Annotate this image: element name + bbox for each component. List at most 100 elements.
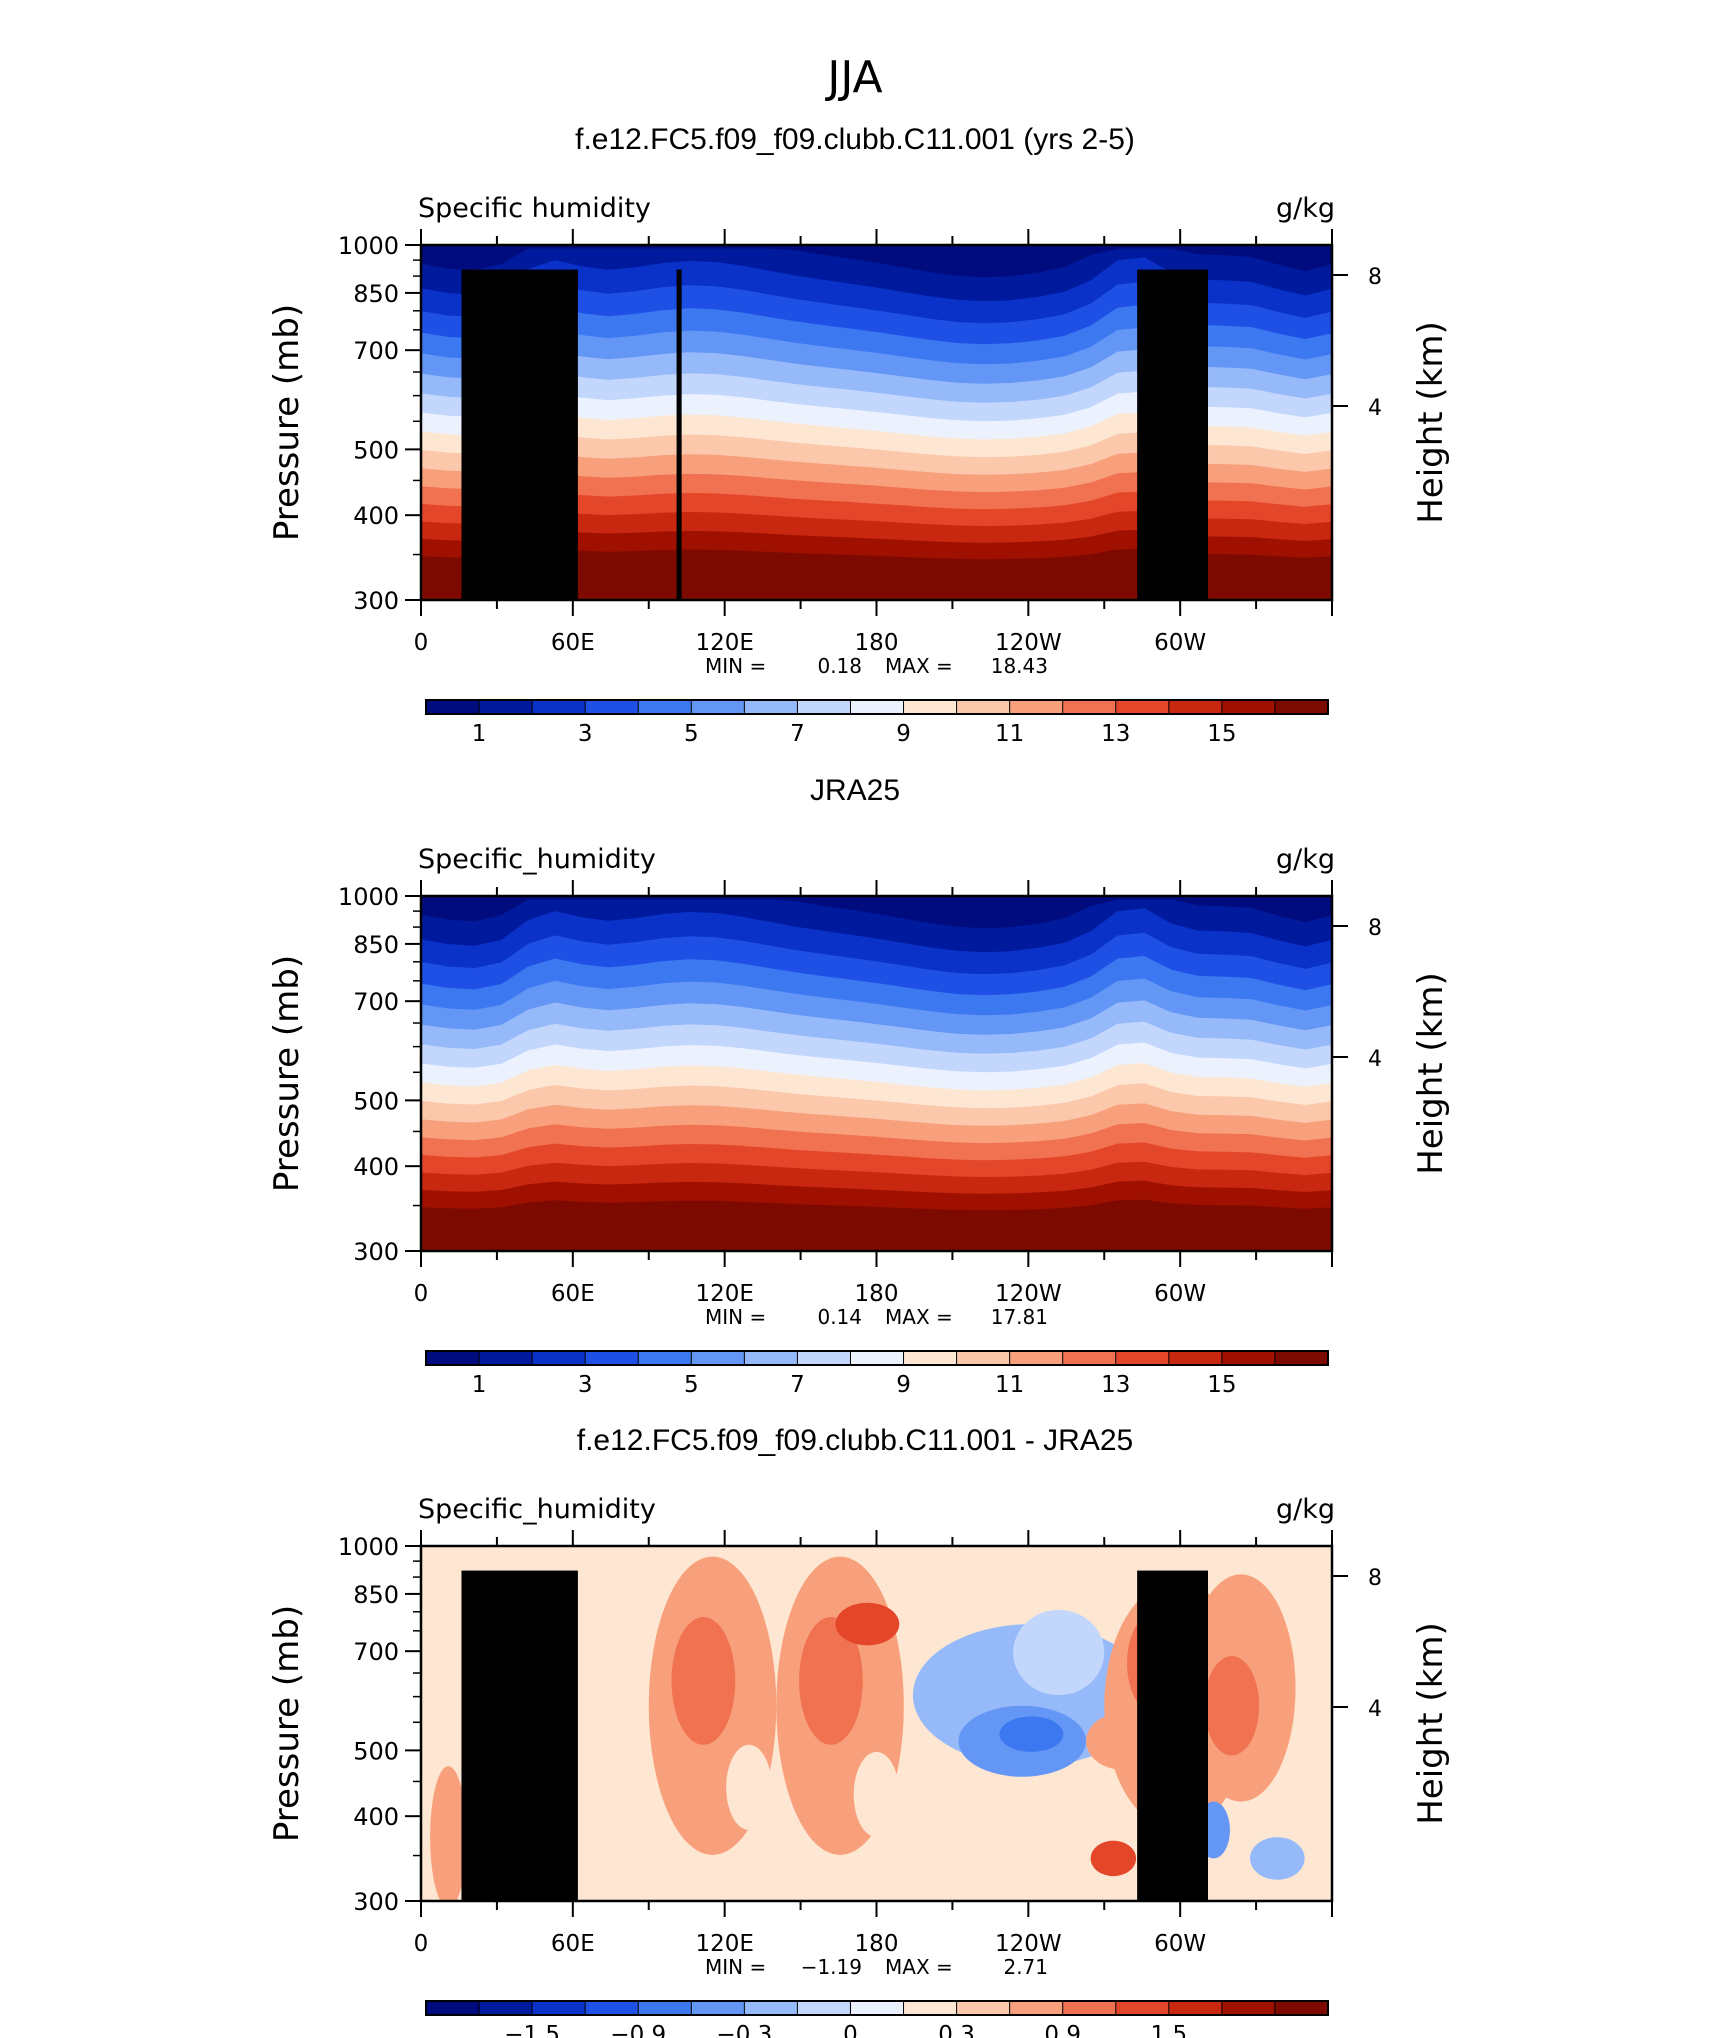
y-axis-title: Pressure (mb) <box>267 955 307 1192</box>
y-tick-label: 700 <box>353 1638 399 1666</box>
colorbar-box <box>531 1350 587 1366</box>
colorbar-frame <box>425 699 1329 715</box>
colorbar-label: 0 <box>843 2022 858 2038</box>
colorbar-box <box>1274 699 1329 715</box>
colorbar-label: 1.5 <box>1151 2022 1188 2038</box>
colorbar-box <box>1115 2000 1170 2016</box>
colorbar-box <box>637 1350 693 1366</box>
y-tick-label: 1000 <box>338 1533 399 1561</box>
colorbar-label: 9 <box>896 1372 911 1398</box>
x-tick-label: 180 <box>855 1931 899 1957</box>
max-value: 18.43 <box>991 654 1048 678</box>
height-tick-label: 4 <box>1368 1697 1382 1722</box>
contour-patch <box>671 1617 736 1745</box>
x-tick-label: 120E <box>695 1931 753 1957</box>
variable-label: Specific_humidity <box>418 1494 656 1525</box>
colorbar-label: −0.3 <box>716 2022 772 2038</box>
x-tick-label: 120W <box>995 630 1062 656</box>
contour-band <box>421 1199 1332 1251</box>
panel-title: f.e12.FC5.f09_f09.clubb.C11.001 - JRA25 <box>577 1424 1133 1457</box>
colorbar-label: 0.9 <box>1044 2022 1081 2038</box>
colorbar-box <box>796 699 852 715</box>
contour-patch <box>726 1744 772 1830</box>
panel-title: f.e12.FC5.f09_f09.clubb.C11.001 (yrs 2-5… <box>575 123 1135 156</box>
max-label: MAX = <box>885 1955 953 1979</box>
x-tick-label: 120E <box>695 1281 753 1307</box>
min-value: −1.19 <box>801 1955 862 1979</box>
colorbar-label: 5 <box>684 721 699 747</box>
colorbar-box <box>849 699 905 715</box>
colorbar-box <box>1168 1350 1223 1366</box>
colorbar-box <box>1115 699 1170 715</box>
min-label: MIN = <box>705 654 766 678</box>
colorbar: −1.5 −0.9 −0.3 0 0.3 0.9 1.5 <box>425 2000 1329 2038</box>
x-tick-label: 120W <box>995 1931 1062 1957</box>
panel-title: JRA25 <box>810 774 900 807</box>
y-tick-label: 500 <box>353 1087 399 1115</box>
colorbar-label: 15 <box>1207 721 1236 747</box>
colorbar-box <box>425 699 481 715</box>
colorbar-label: 5 <box>684 1372 699 1398</box>
y-tick-label: 300 <box>353 1888 399 1916</box>
colorbar-box <box>1062 699 1117 715</box>
variable-label: Specific humidity <box>418 193 651 224</box>
colorbar-frame <box>425 2000 1329 2016</box>
colorbar-box <box>849 2000 905 2016</box>
colorbar-box <box>478 2000 534 2016</box>
colorbar-box <box>584 699 640 715</box>
contour-band <box>421 548 1332 600</box>
x-tick-label: 60W <box>1154 1931 1206 1957</box>
colorbar-box <box>478 699 534 715</box>
terrain-mask <box>534 289 558 600</box>
colorbar-box <box>956 2000 1011 2016</box>
colorbar-box <box>903 2000 958 2016</box>
height-tick-label: 4 <box>1368 396 1382 421</box>
x-tick-label: 0 <box>414 630 429 656</box>
x-tick-label: 60W <box>1154 630 1206 656</box>
colorbar-box <box>531 699 587 715</box>
y-tick-label: 300 <box>353 587 399 615</box>
terrain-mask <box>461 1570 578 1901</box>
colorbar-box <box>478 1350 534 1366</box>
contour-patch <box>799 1617 863 1745</box>
y-tick-label: 400 <box>353 502 399 530</box>
colorbar-box <box>1274 1350 1329 1366</box>
units-label: g/kg <box>1276 193 1335 224</box>
colorbar-box <box>690 2000 746 2016</box>
y-tick-label: 850 <box>353 931 399 959</box>
colorbar-label: 13 <box>1101 1372 1130 1398</box>
y-tick-label: 700 <box>353 988 399 1016</box>
variable-label: Specific_humidity <box>418 844 656 875</box>
colorbar-label: 7 <box>790 1372 805 1398</box>
colorbar-box <box>743 1350 799 1366</box>
colorbar-box <box>1221 699 1276 715</box>
contour-patch <box>999 1716 1064 1752</box>
x-tick-label: 60E <box>551 630 595 656</box>
colorbar-box <box>1009 699 1064 715</box>
colorbar-box <box>1009 1350 1064 1366</box>
colorbar-label: 1 <box>472 721 487 747</box>
y-axis-title: Pressure (mb) <box>267 304 307 541</box>
colorbar-box <box>956 1350 1011 1366</box>
contour-patch <box>1090 1840 1137 1877</box>
min-value: 0.14 <box>817 1305 862 1329</box>
colorbar-label: 9 <box>896 721 911 747</box>
colorbar-box <box>743 699 799 715</box>
colorbar-label: 0.3 <box>938 2022 975 2038</box>
colorbar-box <box>425 1350 481 1366</box>
x-tick-label: 120W <box>995 1281 1062 1307</box>
colorbar-box <box>903 1350 958 1366</box>
colorbar-frame <box>425 1350 1329 1366</box>
x-tick-label: 0 <box>414 1281 429 1307</box>
terrain-mask <box>1137 269 1209 600</box>
height-tick-label: 4 <box>1368 1047 1382 1072</box>
height-axis-title: Height (km) <box>1411 972 1451 1175</box>
colorbar-label: 11 <box>995 1372 1024 1398</box>
height-tick-label: 8 <box>1368 916 1382 941</box>
colorbar-box <box>1168 699 1223 715</box>
x-tick-label: 0 <box>414 1931 429 1957</box>
colorbar-label: 1 <box>472 1372 487 1398</box>
x-tick-label: 60E <box>551 1281 595 1307</box>
contour-field <box>421 896 1332 1251</box>
